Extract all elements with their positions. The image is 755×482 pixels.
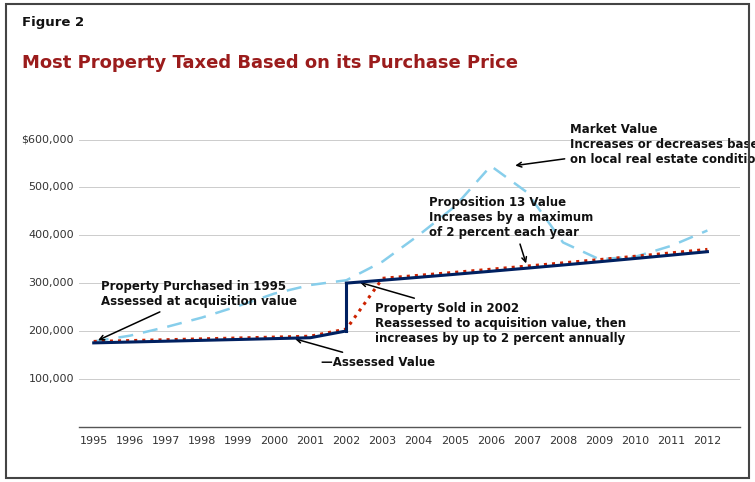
Text: 500,000: 500,000 bbox=[29, 183, 74, 192]
Text: 300,000: 300,000 bbox=[29, 278, 74, 288]
Text: Most Property Taxed Based on its Purchase Price: Most Property Taxed Based on its Purchas… bbox=[23, 54, 519, 72]
Text: Property Purchased in 1995
Assessed at acquisition value: Property Purchased in 1995 Assessed at a… bbox=[100, 280, 297, 340]
Text: Property Sold in 2002
Reassessed to acquisition value, then
increases by up to 2: Property Sold in 2002 Reassessed to acqu… bbox=[362, 282, 627, 345]
Text: —Assessed Value: —Assessed Value bbox=[297, 338, 436, 369]
Text: 400,000: 400,000 bbox=[29, 230, 74, 240]
Text: 100,000: 100,000 bbox=[29, 374, 74, 384]
Text: $600,000: $600,000 bbox=[21, 134, 74, 145]
Text: Proposition 13 Value
Increases by a maximum
of 2 percent each year: Proposition 13 Value Increases by a maxi… bbox=[430, 196, 593, 262]
Text: Figure 2: Figure 2 bbox=[23, 15, 85, 28]
Text: 200,000: 200,000 bbox=[29, 326, 74, 336]
Text: Market Value
Increases or decreases based
on local real estate conditions: Market Value Increases or decreases base… bbox=[517, 123, 755, 167]
